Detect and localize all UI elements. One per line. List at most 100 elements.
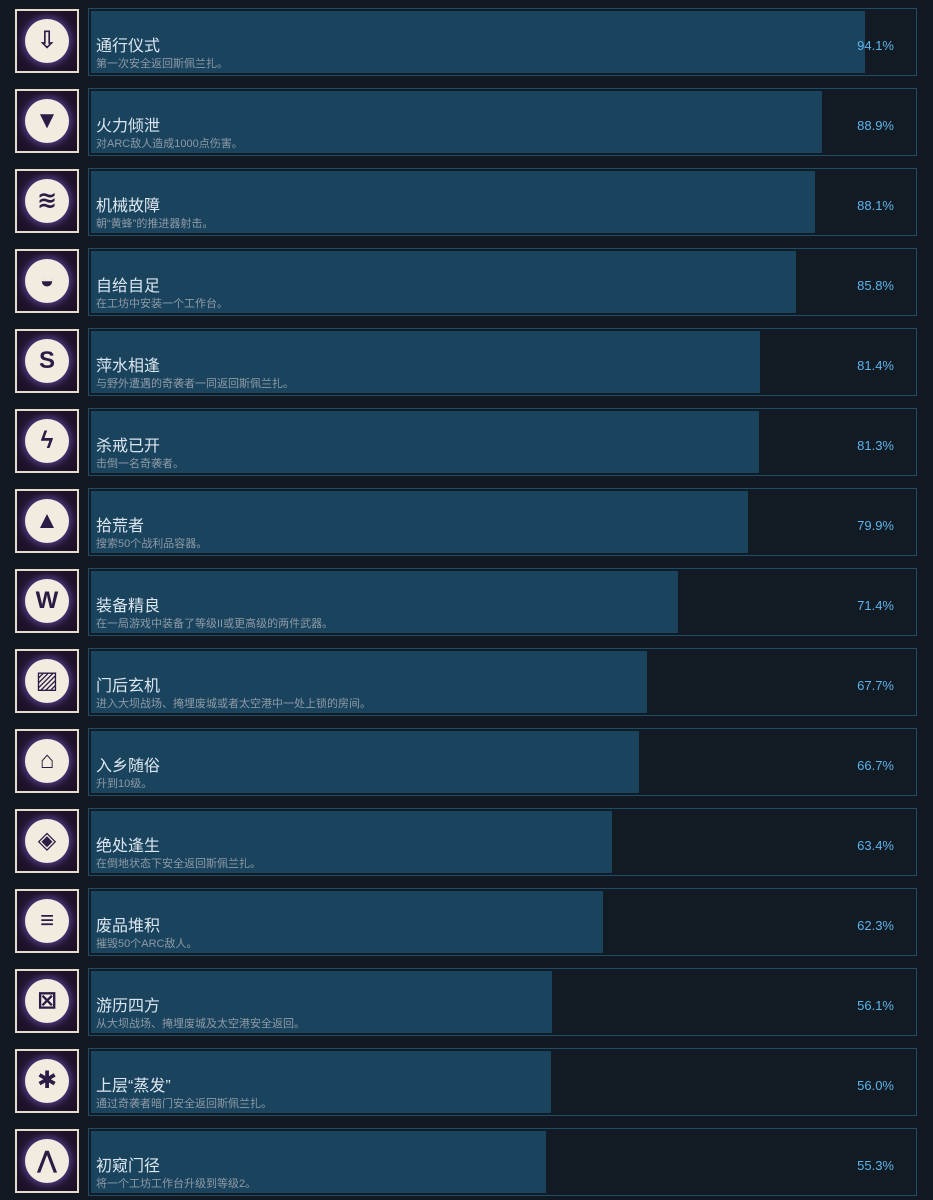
unlock-percent: 63.4% bbox=[857, 838, 894, 853]
achievement-progress-box: 火力倾泄 对ARC敌人造成1000点伤害。 88.9% bbox=[88, 88, 917, 156]
achievement-description: 进入大坝战场、掩埋废城或者太空港中一处上锁的房间。 bbox=[96, 698, 371, 710]
level-up-icon: ⌂ bbox=[25, 739, 69, 783]
revive-icon: ◈ bbox=[25, 819, 69, 863]
achievement-icon-frame: S bbox=[15, 329, 79, 393]
progress-bar-fill bbox=[91, 251, 797, 313]
achievement-description: 在工坊中安装一个工作台。 bbox=[96, 298, 228, 310]
unlock-percent: 56.1% bbox=[857, 998, 894, 1013]
achievement-row: ✱ 上层“蒸发” 通过奇袭者暗门安全返回斯佩兰扎。 56.0% bbox=[0, 1040, 933, 1120]
progress-bar-fill bbox=[91, 1051, 552, 1113]
achievement-icon-frame: W bbox=[15, 569, 79, 633]
hatch-icon: ✱ bbox=[25, 1059, 69, 1103]
achievement-title: 门后玄机 bbox=[96, 678, 161, 695]
achievement-progress-box: 拾荒者 搜索50个战利品容器。 79.9% bbox=[88, 488, 917, 556]
progress-bar-fill bbox=[91, 331, 761, 393]
unlock-percent: 55.3% bbox=[857, 1158, 894, 1173]
unlock-percent: 62.3% bbox=[857, 918, 894, 933]
achievement-title: 入乡随俗 bbox=[96, 758, 161, 775]
achievement-description: 将一个工坊工作台升级到等级2。 bbox=[96, 1178, 257, 1190]
progress-bar-fill bbox=[91, 811, 613, 873]
achievement-icon-frame: ▼ bbox=[15, 89, 79, 153]
unlock-percent: 56.0% bbox=[857, 1078, 894, 1093]
achievement-row: ≡ 废品堆积 摧毁50个ARC敌人。 62.3% bbox=[0, 880, 933, 960]
achievement-icon-frame: ≡ bbox=[15, 889, 79, 953]
progress-bar-fill bbox=[91, 171, 816, 233]
thruster-icon: ≋ bbox=[25, 179, 69, 223]
unlock-percent: 67.7% bbox=[857, 678, 894, 693]
achievement-description: 击倒一名奇袭者。 bbox=[96, 458, 184, 470]
achievement-row: W 装备精良 在一局游戏中装备了等级II或更高级的两件武器。 71.4% bbox=[0, 560, 933, 640]
achievement-progress-box: 入乡随俗 升到10级。 66.7% bbox=[88, 728, 917, 796]
progress-bar-fill bbox=[91, 91, 822, 153]
achievement-row: ▲ 拾荒者 搜索50个战利品容器。 79.9% bbox=[0, 480, 933, 560]
achievement-row: ⊠ 游历四方 从大坝战场、掩埋废城及太空港安全返回。 56.1% bbox=[0, 960, 933, 1040]
map-icon: ⊠ bbox=[25, 979, 69, 1023]
achievement-title: 绝处逢生 bbox=[96, 838, 161, 855]
achievement-icon-frame: ⊠ bbox=[15, 969, 79, 1033]
progress-bar-fill bbox=[91, 491, 748, 553]
achievement-title: 装备精良 bbox=[96, 598, 161, 615]
achievement-row: ≋ 机械故障 朝“黄蜂”的推进器射击。 88.1% bbox=[0, 160, 933, 240]
arrow-down-icon: ⇩ bbox=[25, 19, 69, 63]
achievement-progress-box: 装备精良 在一局游戏中装备了等级II或更高级的两件武器。 71.4% bbox=[88, 568, 917, 636]
workbench-icon: ◒ bbox=[25, 259, 69, 303]
achievement-description: 对ARC敌人造成1000点伤害。 bbox=[96, 138, 243, 150]
achievement-icon-frame: ▨ bbox=[15, 649, 79, 713]
unlock-percent: 94.1% bbox=[857, 38, 894, 53]
achievement-progress-box: 通行仪式 第一次安全返回斯佩兰扎。 94.1% bbox=[88, 8, 917, 76]
achievement-progress-box: 门后玄机 进入大坝战场、掩埋废城或者太空港中一处上锁的房间。 67.7% bbox=[88, 648, 917, 716]
achievement-progress-box: 自给自足 在工坊中安装一个工作台。 85.8% bbox=[88, 248, 917, 316]
unlock-percent: 88.9% bbox=[857, 118, 894, 133]
upgrade-icon: ⋀ bbox=[25, 1139, 69, 1183]
progress-bar-fill bbox=[91, 571, 678, 633]
achievement-title: 上层“蒸发” bbox=[96, 1078, 171, 1095]
achievement-description: 升到10级。 bbox=[96, 778, 153, 790]
achievement-icon-frame: ⋀ bbox=[15, 1129, 79, 1193]
achievement-row: ⌂ 入乡随俗 升到10级。 66.7% bbox=[0, 720, 933, 800]
achievement-icon-frame: ϟ bbox=[15, 409, 79, 473]
progress-bar-fill bbox=[91, 731, 640, 793]
progress-bar-fill bbox=[91, 891, 604, 953]
achievement-progress-box: 绝处逢生 在倒地状态下安全返回斯佩兰扎。 63.4% bbox=[88, 808, 917, 876]
achievement-description: 通过奇袭者暗门安全返回斯佩兰扎。 bbox=[96, 1098, 272, 1110]
unlock-percent: 88.1% bbox=[857, 198, 894, 213]
unlock-percent: 71.4% bbox=[857, 598, 894, 613]
unlock-percent: 81.3% bbox=[857, 438, 894, 453]
unlock-percent: 79.9% bbox=[857, 518, 894, 533]
achievement-title: 机械故障 bbox=[96, 198, 161, 215]
achievement-title: 杀戒已开 bbox=[96, 438, 161, 455]
achievement-title: 通行仪式 bbox=[96, 38, 161, 55]
achievement-icon-frame: ✱ bbox=[15, 1049, 79, 1113]
container-icon: ▲ bbox=[25, 499, 69, 543]
achievement-progress-box: 废品堆积 摧毁50个ARC敌人。 62.3% bbox=[88, 888, 917, 956]
s-curve-icon: S bbox=[25, 339, 69, 383]
scrap-icon: ≡ bbox=[25, 899, 69, 943]
achievement-title: 游历四方 bbox=[96, 998, 161, 1015]
achievement-row: ▨ 门后玄机 进入大坝战场、掩埋废城或者太空港中一处上锁的房间。 67.7% bbox=[0, 640, 933, 720]
achievement-title: 火力倾泄 bbox=[96, 118, 161, 135]
progress-bar-fill bbox=[91, 411, 760, 473]
achievement-progress-box: 萍水相逢 与野外遭遇的奇袭者一同返回斯佩兰扎。 81.4% bbox=[88, 328, 917, 396]
achievement-icon-frame: ◈ bbox=[15, 809, 79, 873]
locked-door-icon: ▨ bbox=[25, 659, 69, 703]
achievement-title: 拾荒者 bbox=[96, 518, 145, 535]
achievement-description: 从大坝战场、掩埋废城及太空港安全返回。 bbox=[96, 1018, 305, 1030]
achievement-description: 摧毁50个ARC敌人。 bbox=[96, 938, 198, 950]
achievement-progress-box: 游历四方 从大坝战场、掩埋废城及太空港安全返回。 56.1% bbox=[88, 968, 917, 1036]
achievement-row: ▼ 火力倾泄 对ARC敌人造成1000点伤害。 88.9% bbox=[0, 80, 933, 160]
achievement-description: 与野外遭遇的奇袭者一同返回斯佩兰扎。 bbox=[96, 378, 294, 390]
achievement-icon-frame: ≋ bbox=[15, 169, 79, 233]
achievement-progress-box: 机械故障 朝“黄蜂”的推进器射击。 88.1% bbox=[88, 168, 917, 236]
achievement-progress-box: 上层“蒸发” 通过奇袭者暗门安全返回斯佩兰扎。 56.0% bbox=[88, 1048, 917, 1116]
achievement-title: 废品堆积 bbox=[96, 918, 161, 935]
achievement-progress-box: 初窥门径 将一个工坊工作台升级到等级2。 55.3% bbox=[88, 1128, 917, 1196]
achievement-row: ◒ 自给自足 在工坊中安装一个工作台。 85.8% bbox=[0, 240, 933, 320]
mesh-icon: ▼ bbox=[25, 99, 69, 143]
achievement-title: 萍水相逢 bbox=[96, 358, 161, 375]
achievement-title: 自给自足 bbox=[96, 278, 161, 295]
progress-bar-fill bbox=[91, 11, 865, 73]
chevrons-icon: W bbox=[25, 579, 69, 623]
achievement-progress-box: 杀戒已开 击倒一名奇袭者。 81.3% bbox=[88, 408, 917, 476]
achievement-icon-frame: ⇩ bbox=[15, 9, 79, 73]
achievement-description: 第一次安全返回斯佩兰扎。 bbox=[96, 58, 228, 70]
